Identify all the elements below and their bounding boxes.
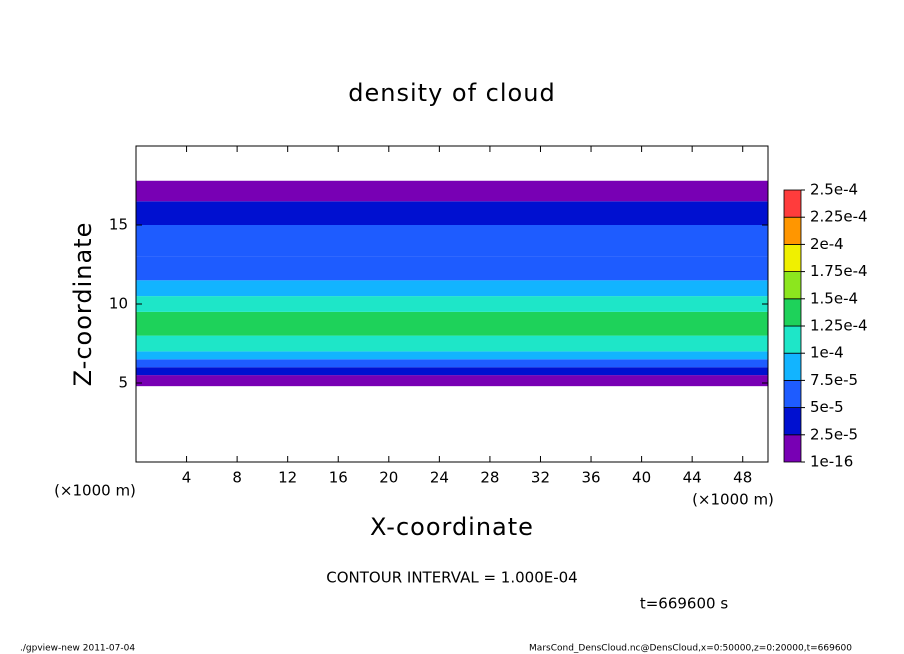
x-tick-label: 4 (182, 469, 192, 487)
colorbar-band (783, 271, 802, 300)
footer-left: ./gpview-new 2011-07-04 (20, 644, 135, 654)
x-tick-label: 48 (733, 469, 752, 487)
density-band (136, 256, 768, 281)
colorbar-label: 1e-4 (810, 344, 844, 362)
density-band (136, 225, 768, 257)
colorbar-band (783, 407, 802, 436)
x-unit-left: (×1000 m) (54, 482, 136, 500)
colorbar-band (783, 189, 802, 218)
density-band (136, 280, 768, 297)
footer-right: MarsCond_DensCloud.nc@DensCloud,x=0:5000… (529, 644, 852, 654)
colorbar-label: 1.5e-4 (810, 289, 858, 307)
density-band (136, 375, 768, 387)
x-tick-label: 36 (581, 469, 600, 487)
colorbar-label: 2.25e-4 (810, 208, 868, 226)
colorbar-label: 2.5e-5 (810, 425, 858, 443)
colorbar-band (783, 434, 802, 463)
colorbar-band (783, 325, 802, 354)
colorbar-label: 1e-16 (810, 453, 853, 471)
colorbar-label: 7.5e-5 (810, 371, 858, 389)
density-band (136, 335, 768, 352)
colorbar-band (783, 243, 802, 272)
x-tick-label: 20 (379, 469, 398, 487)
density-band (136, 359, 768, 368)
colorbar-label: 1.75e-4 (810, 262, 868, 280)
x-tick-label: 8 (232, 469, 242, 487)
x-unit-right: (×1000 m) (692, 491, 774, 509)
x-tick-label: 24 (430, 469, 449, 487)
colorbar-band (783, 352, 802, 381)
density-band (136, 351, 768, 360)
colorbar-band (783, 298, 802, 327)
density-band (136, 296, 768, 312)
x-tick-label: 32 (531, 469, 550, 487)
x-axis-label: X-coordinate (370, 513, 534, 541)
x-tick-label: 12 (278, 469, 297, 487)
colorbar-label: 1.25e-4 (810, 317, 868, 335)
x-tick-label: 44 (683, 469, 702, 487)
chart-title: density of cloud (348, 79, 555, 107)
x-tick-label: 40 (632, 469, 651, 487)
density-band (136, 180, 768, 202)
colorbar-label: 2e-4 (810, 235, 844, 253)
y-tick-label: 15 (109, 216, 128, 234)
density-band (136, 367, 768, 376)
colorbar-label: 5e-5 (810, 398, 844, 416)
contour-note: CONTOUR INTERVAL = 1.000E-04 (326, 569, 577, 587)
y-axis-label: Z-coordinate (69, 222, 97, 387)
x-tick-label: 16 (329, 469, 348, 487)
time-note: t=669600 s (640, 595, 728, 613)
density-band (136, 201, 768, 225)
density-band (136, 311, 768, 336)
colorbar-label: 2.5e-4 (810, 181, 858, 199)
y-tick-label: 10 (109, 295, 128, 313)
y-tick-label: 5 (118, 374, 128, 392)
colorbar-band (783, 379, 802, 408)
x-tick-label: 28 (480, 469, 499, 487)
colorbar-band (783, 216, 802, 245)
